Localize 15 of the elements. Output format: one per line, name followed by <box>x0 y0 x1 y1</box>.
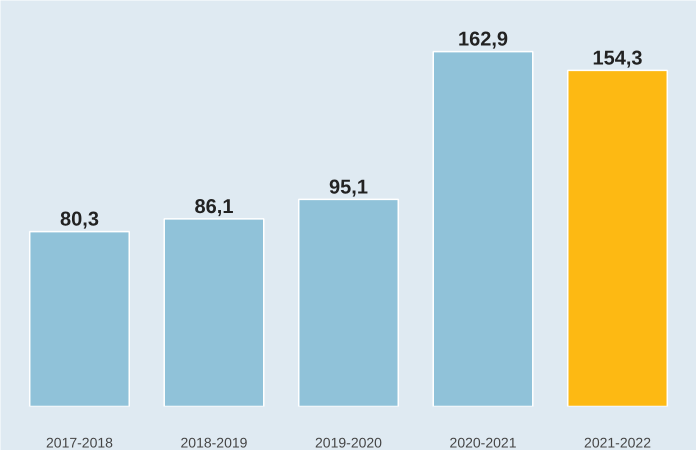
x-tick-label: 2019-2020 <box>315 434 382 450</box>
x-tick-label: 2017-2018 <box>46 434 114 450</box>
bar <box>567 70 668 406</box>
bar <box>432 50 534 406</box>
x-tick-label: 2018-2019 <box>180 434 248 450</box>
data-label: 154,3 <box>592 47 643 70</box>
data-label: 86,1 <box>194 196 234 218</box>
bar <box>163 218 265 406</box>
x-tick-label: 2020-2021 <box>450 434 517 450</box>
data-label: 80,3 <box>60 208 99 231</box>
bar <box>28 230 130 406</box>
x-tick-label: 2021-2022 <box>584 434 652 450</box>
data-label: 162,9 <box>458 28 508 51</box>
data-label: 95,1 <box>329 176 368 198</box>
bar <box>298 198 400 406</box>
